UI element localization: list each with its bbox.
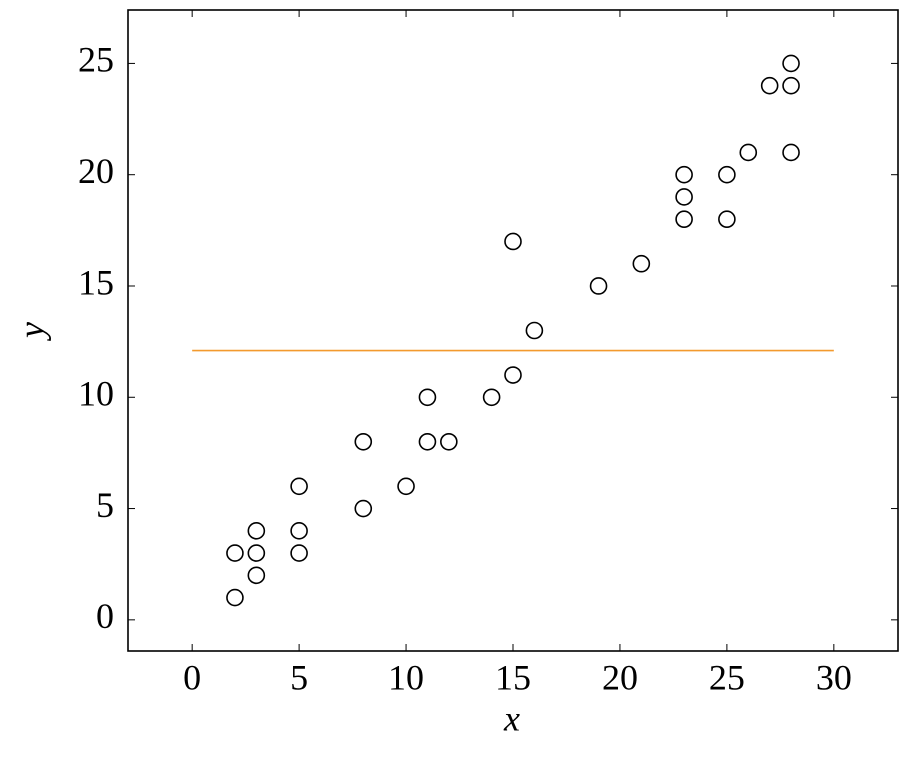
- point: [290, 544, 308, 562]
- point: [226, 588, 244, 607]
- x-tick-label: 25: [709, 657, 745, 697]
- point: [632, 254, 651, 273]
- point: [782, 54, 800, 73]
- y-tick-label: 20: [78, 151, 114, 191]
- point: [589, 277, 608, 295]
- y-tick-label: 10: [78, 374, 114, 414]
- point: [675, 165, 693, 184]
- plot-frame: [127, 9, 899, 652]
- point: [226, 544, 244, 562]
- point: [739, 143, 758, 162]
- point: [290, 477, 308, 496]
- x-tick-label: 0: [183, 657, 201, 697]
- point: [440, 432, 458, 451]
- x-tick-label: 5: [290, 657, 308, 697]
- x-tick-label: 30: [816, 657, 852, 697]
- point: [782, 76, 800, 95]
- x-tick-label: 20: [602, 657, 638, 697]
- y-tick-label: 0: [96, 596, 114, 636]
- point: [482, 388, 501, 407]
- point: [504, 232, 522, 251]
- point: [354, 499, 373, 518]
- point: [418, 432, 437, 451]
- y-tick-label: 15: [78, 262, 114, 302]
- point: [418, 388, 437, 407]
- x-tick-label: 10: [388, 657, 424, 697]
- x-axis-label: x: [503, 698, 520, 738]
- x-tick-label: 15: [495, 657, 531, 697]
- y-tick-label: 5: [96, 485, 114, 525]
- point: [247, 522, 266, 540]
- point: [782, 143, 800, 162]
- point: [247, 566, 266, 585]
- y-tick-label: 25: [78, 40, 114, 80]
- point: [354, 432, 373, 451]
- point: [525, 321, 544, 340]
- point: [718, 210, 736, 229]
- point: [675, 210, 693, 229]
- point: [675, 188, 693, 206]
- point: [290, 522, 308, 540]
- point: [397, 477, 415, 496]
- point: [247, 544, 266, 562]
- point: [718, 165, 736, 184]
- point: [504, 366, 522, 384]
- point: [760, 76, 779, 95]
- y-axis-label: y: [11, 322, 51, 341]
